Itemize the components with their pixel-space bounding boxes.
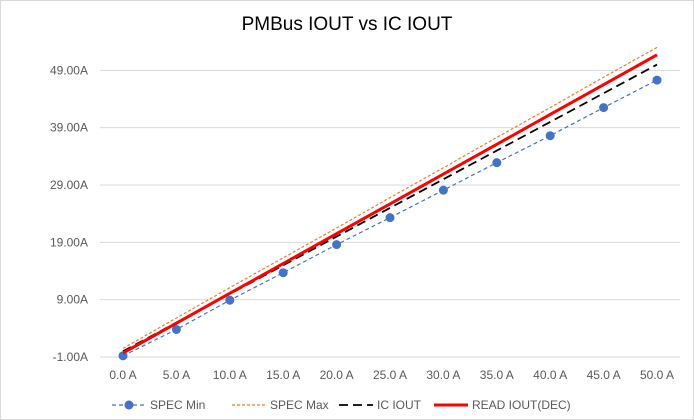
data-point xyxy=(599,103,609,113)
x-tick-label: 45.0 A xyxy=(587,368,621,382)
y-tick-label: 19.00A xyxy=(50,235,88,249)
x-tick-label: 20.0 A xyxy=(320,368,354,382)
data-point xyxy=(545,131,555,141)
data-point xyxy=(332,240,342,250)
gridlines xyxy=(100,69,680,358)
x-tick-label: 30.0 A xyxy=(426,368,460,382)
series-line xyxy=(122,79,658,357)
y-tick-label: 29.00A xyxy=(50,178,88,192)
data-point xyxy=(385,213,395,223)
legend-label: IC IOUT xyxy=(377,398,422,412)
x-tick-label: 15.0 A xyxy=(266,368,300,382)
legend-marker xyxy=(124,400,134,410)
data-point xyxy=(438,185,448,195)
legend-item: IC IOUT xyxy=(339,398,422,412)
x-tick-label: 50.0 A xyxy=(640,368,674,382)
data-point xyxy=(171,324,181,334)
data-point xyxy=(225,295,235,305)
data-point xyxy=(118,351,128,361)
series-line xyxy=(122,53,658,355)
x-tick-label: 25.0 A xyxy=(373,368,407,382)
data-point xyxy=(492,158,502,168)
data-point xyxy=(278,268,288,278)
x-tick-label: 0.0 A xyxy=(109,368,136,382)
y-axis-ticks: -1.00A 9.00A 19.00A 29.00A 39.00A 49.00A xyxy=(50,63,88,364)
x-tick-label: 40.0 A xyxy=(533,368,567,382)
legend-label: SPEC Max xyxy=(270,398,329,412)
y-tick-label: 9.00A xyxy=(57,293,88,307)
x-tick-label: 10.0 A xyxy=(213,368,247,382)
legend-label: READ IOUT(DEC) xyxy=(472,398,571,412)
series-line xyxy=(122,46,658,349)
y-tick-label: 49.00A xyxy=(50,63,88,77)
y-tick-label: -1.00A xyxy=(53,350,88,364)
legend: SPEC Min SPEC Max IC IOUT READ IOUT(DEC) xyxy=(112,398,571,412)
y-tick-label: 39.00A xyxy=(50,121,88,135)
x-tick-label: 35.0 A xyxy=(480,368,514,382)
legend-item: SPEC Min xyxy=(112,398,205,412)
series-group xyxy=(118,46,662,361)
chart-title: PMBus IOUT vs IC IOUT xyxy=(241,14,453,35)
legend-item: SPEC Max xyxy=(232,398,329,412)
x-tick-label: 5.0 A xyxy=(163,368,190,382)
legend-item: READ IOUT(DEC) xyxy=(434,398,571,412)
legend-label: SPEC Min xyxy=(150,398,205,412)
data-point xyxy=(652,75,662,85)
x-axis-ticks: 0.0 A 5.0 A 10.0 A 15.0 A 20.0 A 25.0 A 30.0 A… xyxy=(109,368,674,382)
